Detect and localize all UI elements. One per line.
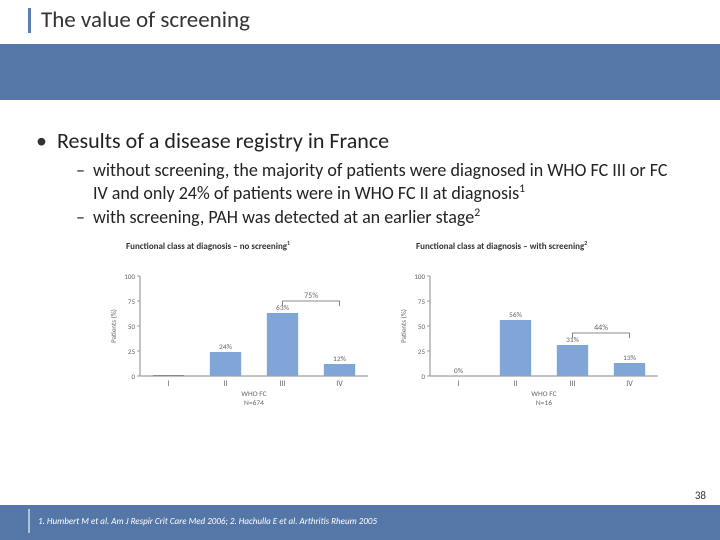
chart2-title-sup: 2 bbox=[584, 239, 587, 247]
footnote-text: 1. Humbert M et al. Am J Respir Crit Car… bbox=[38, 516, 377, 527]
svg-text:II: II bbox=[513, 379, 517, 389]
svg-text:N=674: N=674 bbox=[244, 399, 264, 408]
svg-text:0%: 0% bbox=[454, 367, 464, 376]
main-bullet-text: Results of a disease registry in France bbox=[57, 128, 389, 153]
svg-text:I: I bbox=[167, 379, 169, 389]
svg-text:24%: 24% bbox=[219, 343, 233, 352]
page-title: The value of screening bbox=[31, 8, 250, 33]
charts-row: Functional class at diagnosis – no scree… bbox=[36, 231, 684, 408]
chart1-title-sup: 1 bbox=[287, 239, 290, 247]
svg-text:Patients (%): Patients (%) bbox=[399, 309, 408, 343]
svg-text:56%: 56% bbox=[509, 311, 523, 320]
sub2-sup: 2 bbox=[474, 206, 480, 220]
svg-text:75%: 75% bbox=[304, 291, 318, 301]
sub2-body: with screening, PAH was detected at an e… bbox=[93, 206, 474, 228]
svg-text:75: 75 bbox=[418, 297, 426, 306]
svg-text:0: 0 bbox=[131, 372, 135, 381]
svg-text:50: 50 bbox=[128, 322, 136, 331]
svg-text:100: 100 bbox=[124, 272, 135, 281]
chart2-svg: 0255075100Patients (%)0%I56%II31%III13%I… bbox=[396, 258, 666, 408]
chart-with-screening: Functional class at diagnosis – with scr… bbox=[396, 239, 666, 408]
svg-text:50: 50 bbox=[418, 322, 426, 331]
svg-text:0: 0 bbox=[421, 372, 425, 381]
sub-bullet-1-text: without screening, the majority of patie… bbox=[93, 159, 684, 204]
sub1-body: without screening, the majority of patie… bbox=[93, 159, 668, 204]
footer-inner: 1. Humbert M et al. Am J Respir Crit Car… bbox=[28, 509, 377, 533]
dash-icon: – bbox=[76, 159, 85, 204]
header-band bbox=[0, 44, 720, 100]
svg-text:12%: 12% bbox=[333, 355, 347, 364]
sub-bullet-1: – without screening, the majority of pat… bbox=[76, 159, 684, 204]
svg-text:WHO FC: WHO FC bbox=[531, 390, 556, 399]
svg-text:25: 25 bbox=[418, 347, 426, 356]
svg-text:WHO FC: WHO FC bbox=[241, 390, 266, 399]
chart1-title: Functional class at diagnosis – no scree… bbox=[106, 239, 376, 252]
bullet-dot-icon: • bbox=[36, 128, 47, 153]
svg-text:44%: 44% bbox=[594, 323, 608, 333]
page-number: 38 bbox=[695, 489, 706, 502]
title-bar: The value of screening bbox=[28, 8, 250, 33]
sub-bullet-2-text: with screening, PAH was detected at an e… bbox=[93, 206, 480, 229]
svg-text:N=16: N=16 bbox=[536, 399, 552, 408]
chart1-title-text: Functional class at diagnosis – no scree… bbox=[126, 241, 287, 252]
svg-text:Patients (%): Patients (%) bbox=[109, 309, 118, 343]
chart-no-screening: Functional class at diagnosis – no scree… bbox=[106, 239, 376, 408]
chart2-title-text: Functional class at diagnosis – with scr… bbox=[416, 241, 584, 252]
svg-text:25: 25 bbox=[128, 347, 136, 356]
svg-text:III: III bbox=[279, 379, 285, 389]
sub-bullet-list: – without screening, the majority of pat… bbox=[36, 159, 684, 229]
svg-text:III: III bbox=[569, 379, 575, 389]
chart2-title: Functional class at diagnosis – with scr… bbox=[396, 239, 666, 252]
footer-band: 1. Humbert M et al. Am J Respir Crit Car… bbox=[0, 505, 720, 540]
header-region: The value of screening bbox=[0, 0, 720, 110]
content-area: • Results of a disease registry in Franc… bbox=[0, 110, 720, 408]
svg-text:II: II bbox=[223, 379, 227, 389]
sub1-sup: 1 bbox=[519, 182, 525, 196]
svg-text:I: I bbox=[457, 379, 459, 389]
svg-text:75: 75 bbox=[128, 297, 136, 306]
svg-text:IV: IV bbox=[626, 379, 633, 389]
svg-text:IV: IV bbox=[336, 379, 343, 389]
svg-text:13%: 13% bbox=[623, 354, 637, 363]
dash-icon: – bbox=[76, 206, 85, 229]
sub-bullet-2: – with screening, PAH was detected at an… bbox=[76, 206, 684, 229]
main-bullet: • Results of a disease registry in Franc… bbox=[36, 128, 684, 153]
chart1-svg: 0255075100Patients (%)I24%II63%III12%IV7… bbox=[106, 258, 376, 408]
svg-text:100: 100 bbox=[414, 272, 425, 281]
